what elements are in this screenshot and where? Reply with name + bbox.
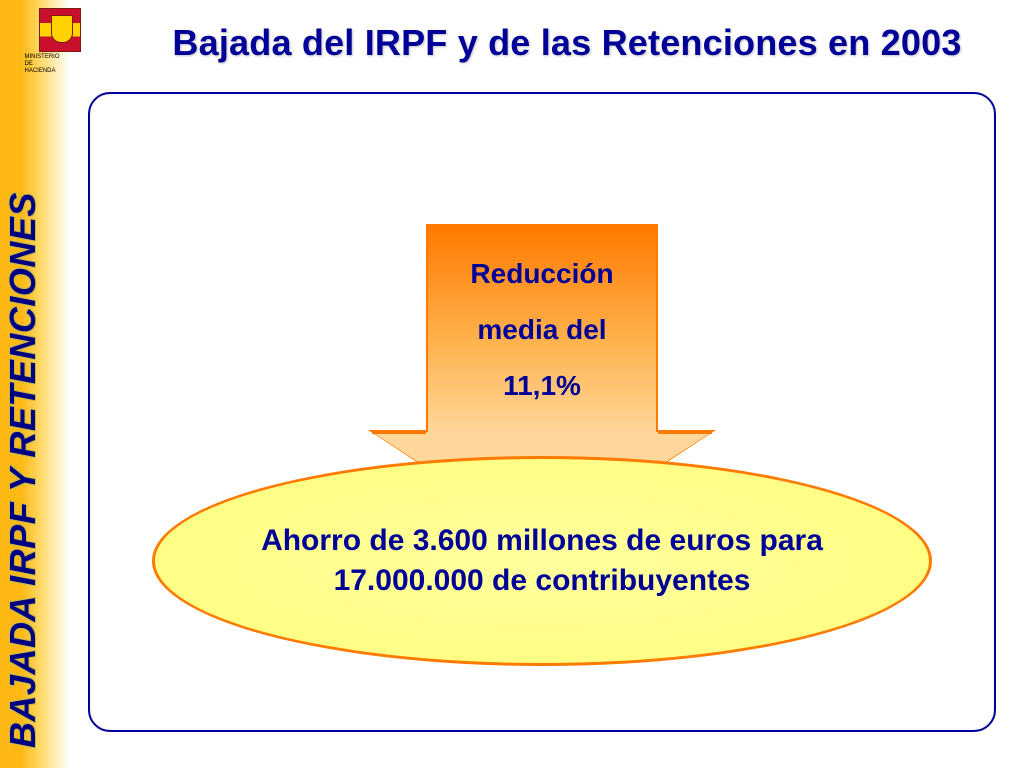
ministry-label-line2: DE	[25, 61, 33, 67]
ministry-logo-block: MINISTERIO DE HACIENDA	[12, 8, 107, 75]
arrow-shaft: Reducción media del 11,1%	[426, 224, 658, 434]
arrow-text: Reducción media del 11,1%	[440, 246, 644, 414]
content-frame: Reducción media del 11,1% Ahorro de 3.60…	[88, 92, 996, 732]
savings-ellipse: Ahorro de 3.600 millones de euros para 1…	[152, 456, 932, 666]
slide-title: Bajada del IRPF y de las Retenciones en …	[140, 22, 994, 64]
vertical-section-title: BAJADA IRPF Y RETENCIONES	[2, 192, 44, 748]
ellipse-text: Ahorro de 3.600 millones de euros para 1…	[235, 521, 849, 602]
ministry-label-line3: HACIENDA	[25, 68, 56, 74]
ministry-label: MINISTERIO DE HACIENDA	[25, 54, 95, 75]
ministry-label-line1: MINISTERIO	[25, 54, 60, 60]
spain-coat-of-arms-icon	[39, 8, 81, 52]
reduction-arrow: Reducción media del 11,1%	[372, 224, 712, 434]
